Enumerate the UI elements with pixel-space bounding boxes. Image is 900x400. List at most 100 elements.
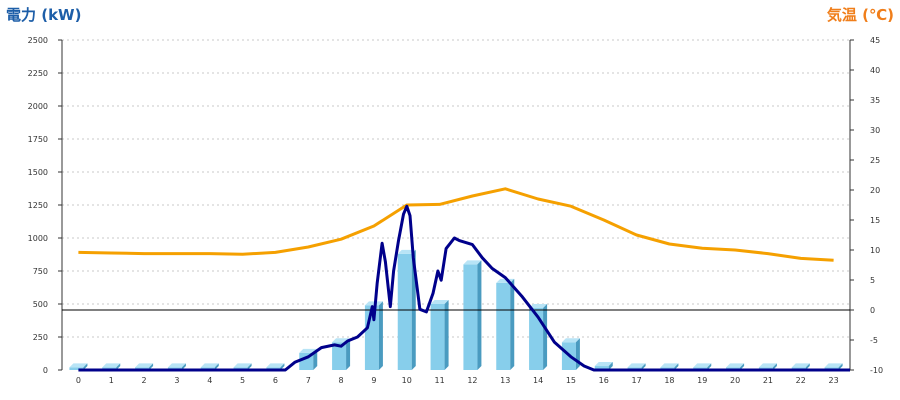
bar-top bbox=[233, 363, 252, 368]
x-tick-label: 4 bbox=[207, 376, 212, 385]
power-line bbox=[78, 204, 850, 372]
bar-side bbox=[149, 363, 154, 370]
bar-top bbox=[167, 363, 186, 368]
x-tick-label: 22 bbox=[796, 376, 806, 385]
right-tick-label: -10 bbox=[870, 366, 883, 375]
bar-side bbox=[378, 301, 383, 370]
bar-front bbox=[463, 264, 478, 370]
bar-side bbox=[444, 300, 449, 370]
temperature-line bbox=[78, 187, 834, 262]
x-tick-label: 15 bbox=[566, 376, 576, 385]
right-tick-label: 20 bbox=[870, 186, 880, 195]
bar-top bbox=[266, 363, 285, 368]
bar-front bbox=[529, 307, 544, 370]
bar bbox=[430, 300, 449, 370]
bar-top bbox=[791, 363, 810, 368]
bar-top bbox=[430, 300, 449, 304]
bar-top bbox=[200, 363, 219, 368]
right-tick-label: 0 bbox=[870, 306, 875, 315]
x-tick-label: 16 bbox=[599, 376, 609, 385]
bar-side bbox=[477, 260, 482, 370]
x-tick-label: 9 bbox=[371, 376, 376, 385]
bar-front bbox=[332, 342, 347, 370]
left-tick-label: 750 bbox=[33, 267, 48, 276]
left-axis-title: 電力 (kW) bbox=[6, 6, 82, 24]
grid-layer bbox=[62, 39, 850, 338]
right-tick-label: 5 bbox=[870, 276, 875, 285]
left-tick-label: 500 bbox=[33, 300, 48, 309]
bar-side bbox=[772, 363, 777, 370]
x-tick-label: 6 bbox=[273, 376, 278, 385]
bar-top bbox=[627, 363, 646, 368]
left-tick-label: 250 bbox=[33, 333, 48, 342]
bar-front bbox=[594, 366, 609, 370]
bar-top bbox=[102, 363, 121, 368]
x-tick-label: 14 bbox=[533, 376, 543, 385]
bar-top bbox=[397, 249, 416, 254]
bar-side bbox=[247, 363, 252, 370]
bar-side bbox=[214, 363, 219, 370]
bar-top bbox=[561, 338, 580, 343]
right-tick-label: 35 bbox=[870, 96, 880, 105]
x-tick-label: 18 bbox=[664, 376, 674, 385]
left-tick-label: 1000 bbox=[28, 234, 48, 243]
bar bbox=[561, 338, 580, 370]
bar-side bbox=[181, 363, 186, 370]
bar-top bbox=[726, 363, 745, 368]
bar-front bbox=[69, 367, 84, 370]
x-tick-label: 1 bbox=[109, 376, 114, 385]
right-axis-title: 気温 (℃) bbox=[826, 6, 894, 24]
right-tick-label: 15 bbox=[870, 216, 880, 225]
right-tick-label: 10 bbox=[870, 246, 880, 255]
right-tick-label: -5 bbox=[870, 336, 878, 345]
bar-top bbox=[660, 363, 679, 368]
left-tick-label: 1500 bbox=[28, 168, 48, 177]
bar-side bbox=[641, 363, 646, 370]
line-layer bbox=[62, 187, 850, 372]
bar-top bbox=[529, 303, 548, 308]
bar-side bbox=[346, 338, 351, 370]
x-tick-label: 10 bbox=[402, 376, 412, 385]
bar-front bbox=[397, 253, 412, 370]
x-tick-label: 17 bbox=[631, 376, 641, 385]
bar-side bbox=[838, 363, 843, 370]
bar-side bbox=[543, 303, 548, 370]
bar-top bbox=[693, 363, 712, 368]
left-tick-label: 1750 bbox=[28, 135, 48, 144]
x-tick-label: 5 bbox=[240, 376, 245, 385]
x-tick-label: 11 bbox=[434, 376, 444, 385]
x-tick-label: 3 bbox=[174, 376, 179, 385]
bar-top bbox=[299, 348, 318, 353]
bar-side bbox=[575, 338, 580, 370]
left-tick-label: 2250 bbox=[28, 69, 48, 78]
bar-top bbox=[594, 362, 613, 367]
x-tick-label: 13 bbox=[500, 376, 510, 385]
bar-top bbox=[758, 363, 777, 368]
bar-side bbox=[740, 363, 745, 370]
bar-front bbox=[430, 304, 445, 370]
bar-top bbox=[824, 363, 843, 368]
left-tick-label: 2000 bbox=[28, 102, 48, 111]
bar-top bbox=[135, 363, 154, 368]
bar-top bbox=[69, 363, 88, 368]
right-tick-label: 25 bbox=[870, 156, 880, 165]
right-tick-label: 45 bbox=[870, 36, 880, 45]
bar-side bbox=[674, 363, 679, 370]
x-tick-label: 7 bbox=[306, 376, 311, 385]
x-tick-label: 21 bbox=[763, 376, 773, 385]
bar-side bbox=[116, 363, 121, 370]
bar-side bbox=[608, 362, 613, 370]
x-tick-label: 12 bbox=[467, 376, 477, 385]
bar-side bbox=[280, 363, 285, 370]
x-tick-label: 19 bbox=[697, 376, 707, 385]
bar-top bbox=[463, 260, 482, 265]
x-tick-label: 20 bbox=[730, 376, 740, 385]
left-tick-label: 1250 bbox=[28, 201, 48, 210]
bar-side bbox=[83, 363, 88, 370]
bar bbox=[594, 362, 613, 370]
x-tick-label: 2 bbox=[142, 376, 147, 385]
right-tick-label: 40 bbox=[870, 66, 880, 75]
left-tick-label: 0 bbox=[43, 366, 48, 375]
bar-side bbox=[707, 363, 712, 370]
